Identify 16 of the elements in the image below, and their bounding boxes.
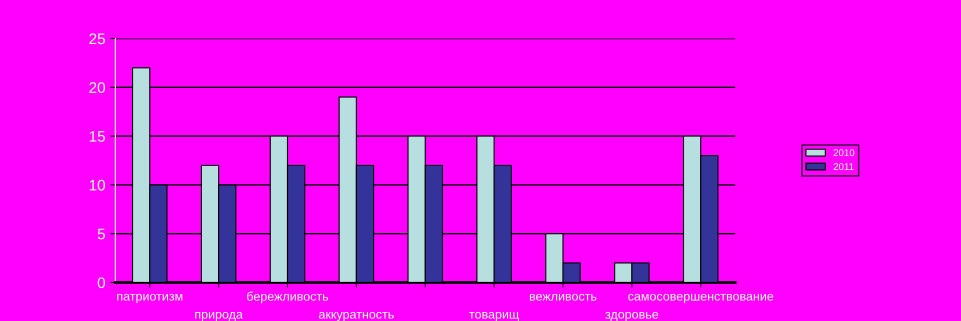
legend-label: 2010 — [834, 149, 854, 156]
y-tick-label: 10 — [90, 180, 105, 191]
x-tick-label: самосовершенствование — [628, 294, 774, 304]
y-tick-label: 0 — [98, 277, 105, 288]
x-tick-label: товарищ — [469, 312, 519, 321]
x-tick-label: патриотизм — [117, 294, 182, 304]
x-tick-label: аккуратность — [318, 312, 394, 321]
legend-label: 2011 — [834, 163, 854, 170]
x-tick-label: бережливость — [247, 292, 328, 304]
x-tick-label: природа — [195, 312, 243, 321]
x-tick-label: вежливость — [530, 294, 596, 301]
y-tick-label: 15 — [90, 131, 105, 142]
y-tick-label: 5 — [98, 228, 105, 240]
x-tick-label: здоровье — [605, 312, 658, 321]
y-tick-label: 20 — [89, 82, 105, 93]
y-tick-label: 25 — [89, 33, 105, 44]
